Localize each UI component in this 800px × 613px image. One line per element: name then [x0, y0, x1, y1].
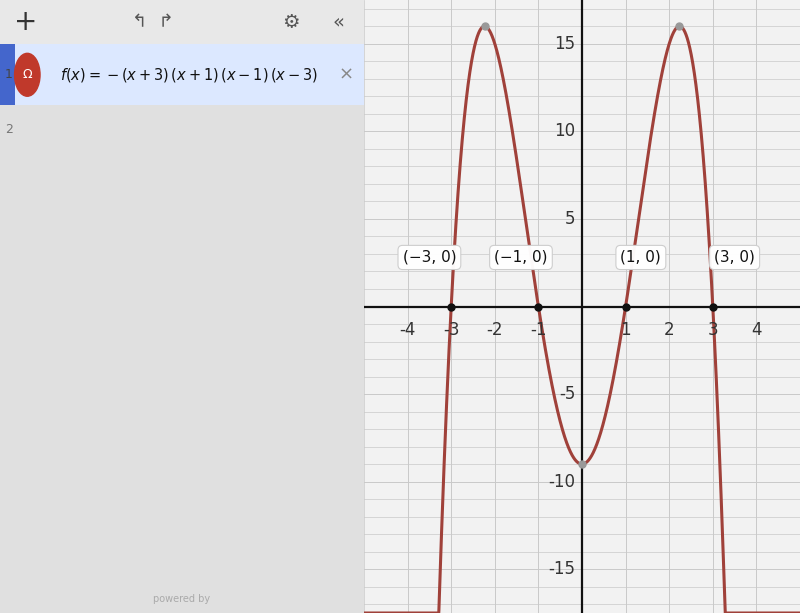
Text: powered by: powered by [154, 594, 210, 604]
Text: 1: 1 [5, 68, 13, 82]
Text: (−1, 0): (−1, 0) [494, 250, 548, 265]
Text: -1: -1 [530, 321, 546, 338]
Text: $f(x) = -(x+3)\,(x+1)\,(x-1)\,(x-3)$: $f(x) = -(x+3)\,(x+1)\,(x-1)\,(x-3)$ [60, 66, 318, 84]
Text: 5: 5 [565, 210, 575, 228]
Text: 4: 4 [751, 321, 762, 338]
Text: -4: -4 [399, 321, 416, 338]
Text: 2: 2 [664, 321, 674, 338]
Bar [0, 0, 364, 44]
Text: -15: -15 [549, 560, 575, 578]
Text: -5: -5 [559, 385, 575, 403]
Text: 10: 10 [554, 123, 575, 140]
Text: (−3, 0): (−3, 0) [402, 250, 456, 265]
Text: +: + [14, 8, 37, 36]
Text: Ω: Ω [22, 68, 32, 82]
Text: (3, 0): (3, 0) [714, 250, 755, 265]
Text: 3: 3 [707, 321, 718, 338]
Text: 1: 1 [620, 321, 631, 338]
Text: 2: 2 [5, 123, 13, 137]
Text: 15: 15 [554, 35, 575, 53]
Text: -10: -10 [549, 473, 575, 490]
Text: ×: × [338, 66, 354, 84]
Bar [0, 44, 364, 105]
Bar [0, 44, 14, 105]
Text: ↰  ↱: ↰ ↱ [132, 13, 174, 31]
Text: (1, 0): (1, 0) [621, 250, 662, 265]
Circle shape [14, 53, 40, 96]
Text: -3: -3 [443, 321, 459, 338]
Text: «: « [333, 13, 345, 31]
Text: -2: -2 [486, 321, 503, 338]
Text: ⚙: ⚙ [282, 13, 300, 31]
